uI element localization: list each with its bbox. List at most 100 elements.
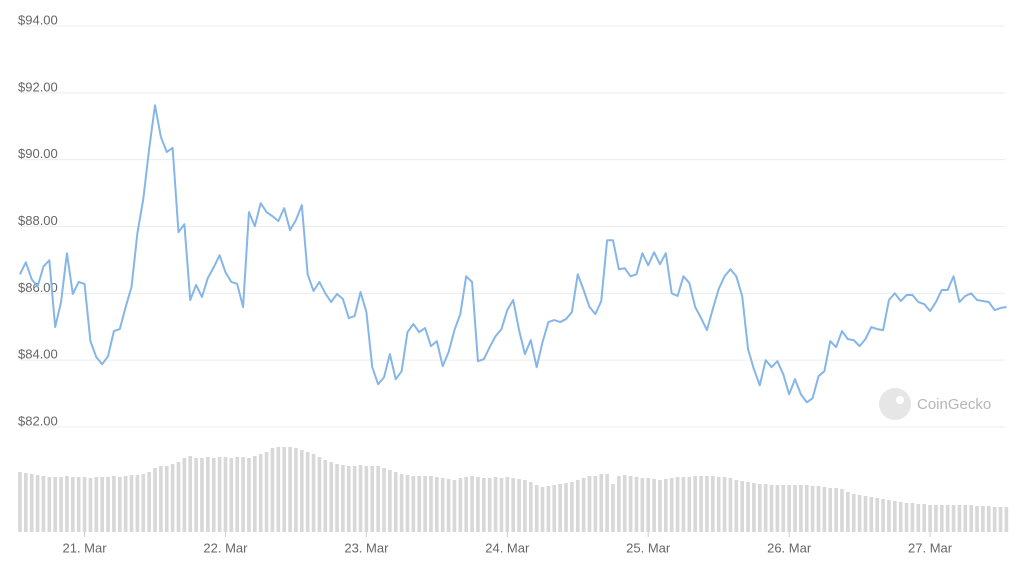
volume-bar	[141, 474, 146, 532]
volume-bar	[481, 478, 486, 532]
volume-bar	[869, 497, 874, 532]
volume-bars	[18, 447, 1009, 532]
volume-bar	[194, 458, 198, 532]
volume-bar	[664, 479, 668, 532]
volume-bar	[241, 457, 245, 532]
volume-bar	[382, 468, 386, 532]
volume-bar	[270, 448, 275, 532]
volume-bar	[435, 477, 439, 532]
volume-bar	[834, 488, 838, 532]
volume-bar	[147, 472, 151, 532]
volume-bar	[47, 477, 52, 532]
y-tick-label: $82.00	[18, 413, 58, 428]
volume-bar	[787, 485, 791, 532]
y-tick-label: $84.00	[18, 347, 58, 362]
volume-bar	[135, 475, 140, 532]
volume-bar	[587, 476, 592, 532]
volume-bar	[734, 480, 739, 532]
volume-bar	[112, 476, 116, 532]
volume-bar	[235, 457, 240, 532]
volume-bar	[710, 476, 715, 532]
volume-bar	[211, 458, 216, 532]
volume-bar	[476, 477, 480, 532]
volume-bar	[470, 476, 474, 532]
volume-bar	[206, 457, 210, 532]
volume-bar	[628, 476, 633, 532]
volume-bar	[922, 504, 927, 532]
volume-bar	[570, 482, 574, 532]
volume-bar	[217, 457, 222, 532]
x-tick-label: 22. Mar	[203, 540, 248, 555]
volume-bar	[658, 480, 662, 532]
volume-bar	[746, 482, 750, 532]
volume-bar	[164, 466, 169, 532]
volume-bar	[540, 487, 545, 532]
volume-bar	[810, 486, 815, 532]
volume-bar	[106, 477, 110, 532]
volume-bar	[969, 505, 973, 532]
volume-bar	[352, 466, 357, 532]
volume-bar	[82, 477, 87, 532]
volume-bar	[669, 478, 674, 532]
volume-bar	[159, 466, 163, 532]
volume-bar	[581, 478, 586, 532]
volume-bar	[258, 454, 263, 532]
volume-bar	[505, 477, 510, 532]
x-tick-label: 24. Mar	[485, 540, 530, 555]
volume-bar	[223, 457, 228, 532]
y-tick-label: $90.00	[18, 146, 58, 161]
volume-bar	[429, 476, 433, 532]
volume-bar	[634, 477, 639, 532]
volume-bar	[346, 466, 351, 532]
volume-bar	[264, 452, 269, 532]
volume-bar	[957, 505, 962, 532]
volume-bar	[575, 480, 580, 532]
volume-bar	[728, 478, 733, 532]
volume-bar	[276, 447, 281, 532]
volume-bar	[358, 465, 363, 532]
volume-bar	[59, 477, 63, 532]
watermark-text: CoinGecko	[917, 396, 991, 413]
volume-bar	[593, 476, 598, 532]
volume-bar	[523, 480, 527, 532]
volume-bar	[775, 485, 780, 532]
volume-bar	[299, 450, 304, 532]
volume-bar	[599, 474, 604, 532]
volume-bar	[317, 457, 322, 532]
volume-bar	[229, 458, 234, 532]
volume-bar	[963, 505, 968, 532]
volume-bar	[564, 483, 568, 532]
volume-bar	[640, 478, 645, 532]
volume-bar	[611, 484, 615, 532]
volume-bar	[875, 498, 880, 532]
volume-bar	[916, 504, 921, 532]
volume-bar	[123, 476, 128, 532]
volume-bar	[341, 465, 345, 532]
volume-bar	[981, 506, 985, 532]
volume-bar	[763, 484, 768, 532]
volume-bar	[840, 489, 844, 532]
volume-bar	[405, 475, 410, 532]
volume-bar	[253, 456, 257, 532]
volume-bar	[622, 475, 627, 532]
volume-bar	[675, 477, 680, 532]
volume-bar	[975, 506, 979, 532]
volume-bar	[851, 494, 856, 532]
volume-bar	[376, 466, 380, 532]
volume-bar	[528, 482, 533, 532]
price-line	[19, 104, 1007, 404]
volume-bar	[699, 476, 703, 532]
volume-bar	[458, 478, 463, 532]
watermark-logo-eye	[896, 396, 904, 404]
volume-bar	[247, 458, 251, 532]
x-tick-label: 26. Mar	[767, 540, 812, 555]
volume-bar	[1004, 507, 1009, 532]
y-tick-label: $94.00	[18, 12, 58, 27]
volume-bar	[388, 470, 392, 532]
volume-bar	[881, 499, 885, 532]
watermark-logo	[879, 388, 911, 420]
volume-bar	[986, 506, 991, 532]
plot	[19, 104, 1007, 404]
volume-bar	[904, 503, 909, 532]
